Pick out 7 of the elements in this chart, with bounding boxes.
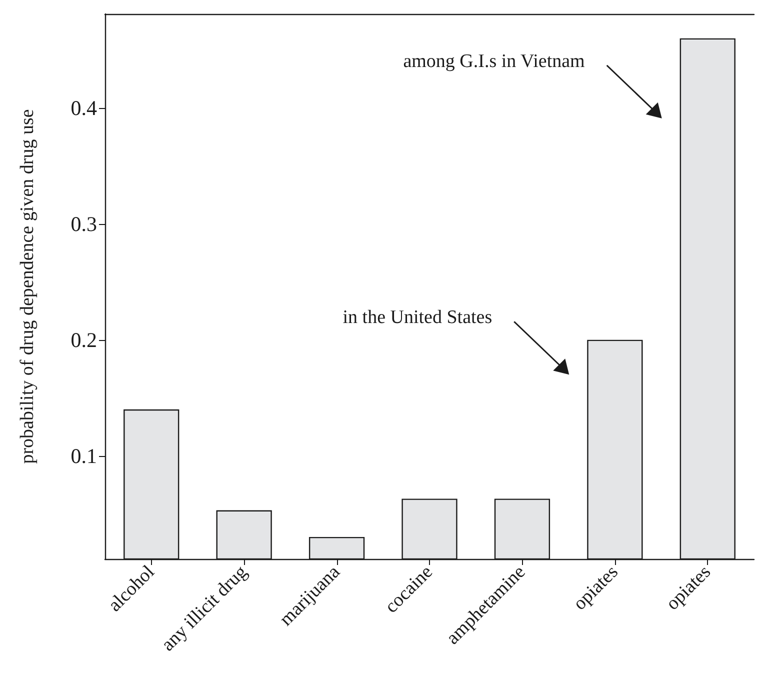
y-axis-title: probability of drug dependence given drug use	[17, 109, 38, 464]
y-tick-label: 0.2	[70, 328, 97, 352]
y-tick-label: 0.3	[70, 212, 97, 236]
y-tick-label: 0.4	[70, 96, 98, 120]
annotation: among G.I.s in Vietnam	[403, 50, 586, 72]
y-tick-label: 0.1	[70, 444, 97, 468]
annotation: in the United States	[342, 307, 492, 328]
